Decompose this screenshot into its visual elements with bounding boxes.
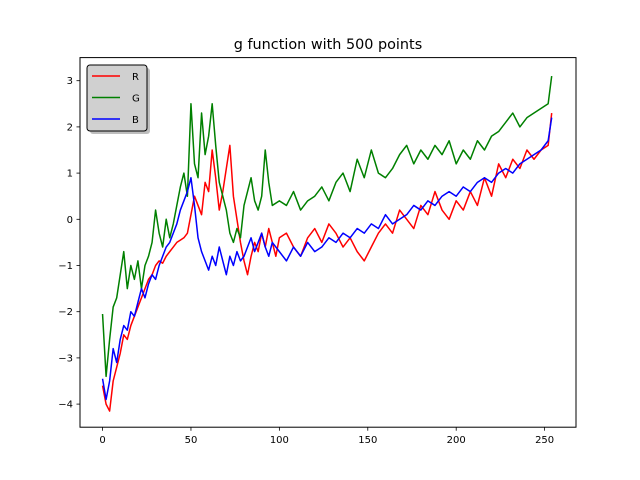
legend: RGB [86,64,150,134]
x-tick-label: 100 [270,435,289,446]
x-axis: 0 50 100 150 200 250 [99,427,554,446]
x-tick-label: 250 [535,435,554,446]
y-tick-label: −2 [58,307,73,318]
legend-label-g: G [132,94,140,105]
y-tick-label: 1 [67,169,73,180]
y-axis: −4 −3 −2 −1 0 1 2 3 [58,76,80,411]
series-line-b [101,117,553,401]
x-tick-label: 150 [358,435,377,446]
y-tick-label: 2 [67,122,73,133]
series-layer [101,75,553,412]
x-tick-label: 50 [185,435,198,446]
legend-label-r: R [132,72,139,83]
y-tick-label: 0 [67,215,73,226]
legend-entries: RGB [92,72,140,126]
y-tick-label: 3 [67,76,73,87]
x-tick-label: 0 [99,435,105,446]
series-line-r [101,112,553,412]
y-tick-label: −3 [58,353,73,364]
x-tick-label: 200 [447,435,466,446]
series-line-g [101,75,553,378]
legend-label-b: B [132,115,139,126]
chart-title: g function with 500 points [234,37,422,53]
y-tick-label: −1 [58,261,73,272]
axes-frame [79,57,577,428]
y-tick-label: −4 [58,400,73,411]
